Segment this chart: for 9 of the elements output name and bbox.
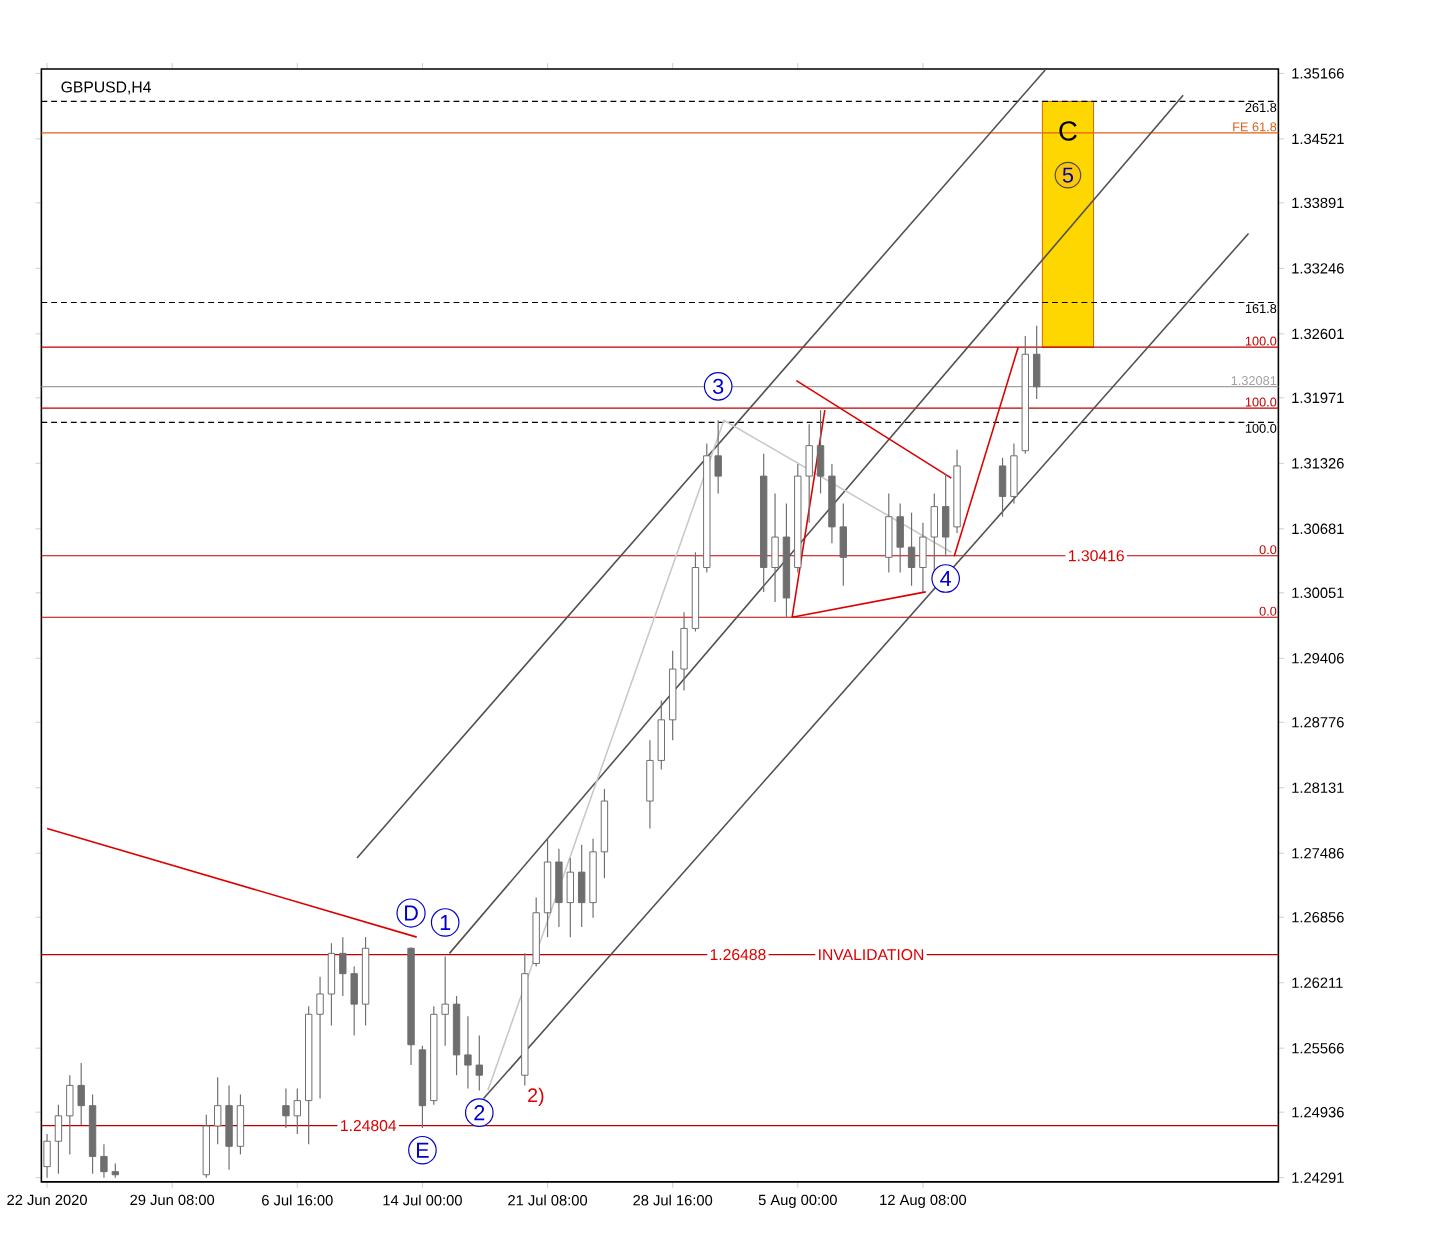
annotation: 5 xyxy=(1062,167,1074,183)
annotation: 4 xyxy=(940,570,952,586)
annotation: 1 xyxy=(440,914,451,930)
annotation: E xyxy=(417,1142,429,1158)
annotation: 3 xyxy=(713,378,724,394)
annotation: D xyxy=(405,905,418,920)
annotation: 2 xyxy=(474,1104,485,1120)
annotation: C xyxy=(1059,120,1077,141)
annotation: 2) xyxy=(528,1087,544,1106)
